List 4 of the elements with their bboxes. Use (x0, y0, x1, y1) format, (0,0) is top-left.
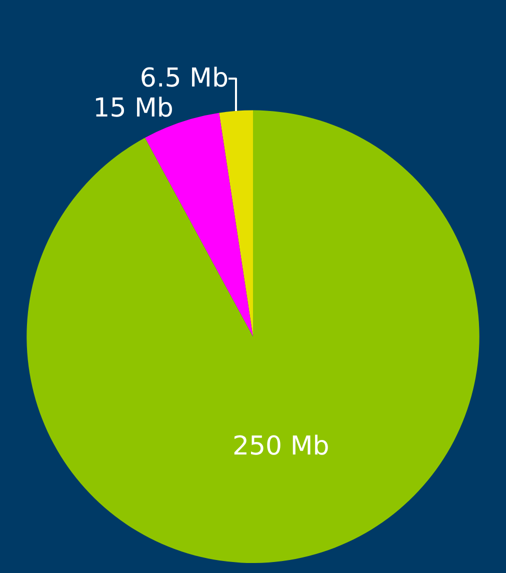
data-label: 15 Mb (93, 94, 174, 124)
data-label: 6.5 Mb (140, 64, 228, 94)
data-label: 250 Mb (232, 431, 330, 462)
pie-slice (219, 110, 253, 337)
